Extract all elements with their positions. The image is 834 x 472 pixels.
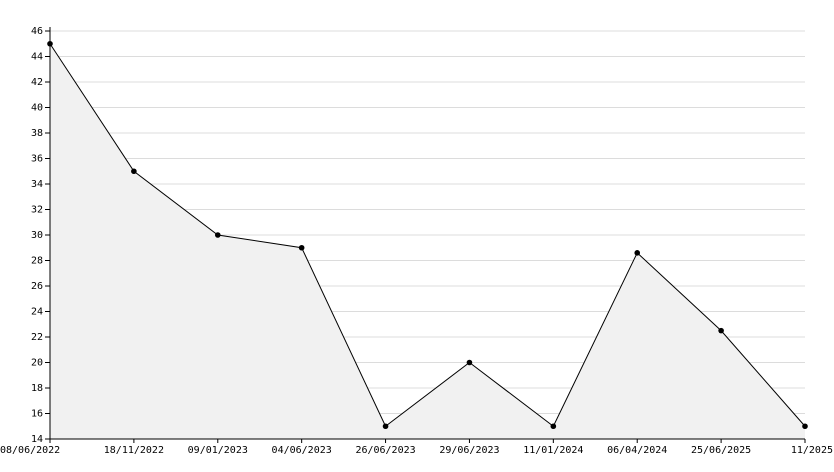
marker — [214, 232, 221, 238]
marker — [718, 327, 724, 334]
y-tick-label: 36 — [31, 154, 43, 165]
marker — [550, 423, 557, 430]
y-tick-label: 34 — [31, 179, 43, 190]
x-tick-label: 06/04/2024 — [607, 445, 667, 456]
y-tick-label: 32 — [31, 205, 43, 216]
y-tick-label: 42 — [31, 77, 43, 88]
y-tick-label: 44 — [31, 52, 43, 63]
y-tick-label: 18 — [31, 383, 43, 394]
y-tick-label: 46 — [31, 26, 43, 37]
marker — [298, 244, 305, 251]
x-tick-label: 11/01/2024 — [523, 445, 583, 456]
x-tick-label: 18/11/2022 — [104, 445, 164, 456]
y-tick-label: 24 — [31, 307, 43, 318]
y-tick-label: 40 — [31, 103, 43, 114]
x-tick-label: 04/06/2023 — [272, 445, 332, 456]
y-tick-label: 16 — [31, 409, 43, 420]
y-tick-label: 30 — [31, 230, 43, 241]
y-tick-label: 28 — [31, 256, 43, 267]
marker — [131, 168, 137, 175]
line — [49, 43, 806, 428]
marker — [466, 359, 473, 366]
x-tick-label: 25/06/2025 — [691, 445, 751, 456]
area — [50, 43, 805, 439]
marker — [634, 250, 641, 256]
marker — [802, 423, 808, 430]
y-tick-label: 22 — [31, 332, 43, 343]
x-tick-label: 08/06/2022 — [0, 445, 60, 456]
x-tick-label: 26/06/2023 — [355, 445, 415, 456]
x-tick-label: 11/2025 — [791, 445, 833, 456]
y-tick-label: 26 — [31, 281, 43, 292]
marker — [382, 423, 389, 430]
y-tick-label: 14 — [31, 434, 43, 445]
x-tick-label: 29/06/2023 — [439, 445, 499, 456]
x-tick-label: 09/01/2023 — [188, 445, 248, 456]
y-tick-label: 38 — [31, 128, 43, 139]
y-tick-label: 20 — [31, 358, 43, 369]
